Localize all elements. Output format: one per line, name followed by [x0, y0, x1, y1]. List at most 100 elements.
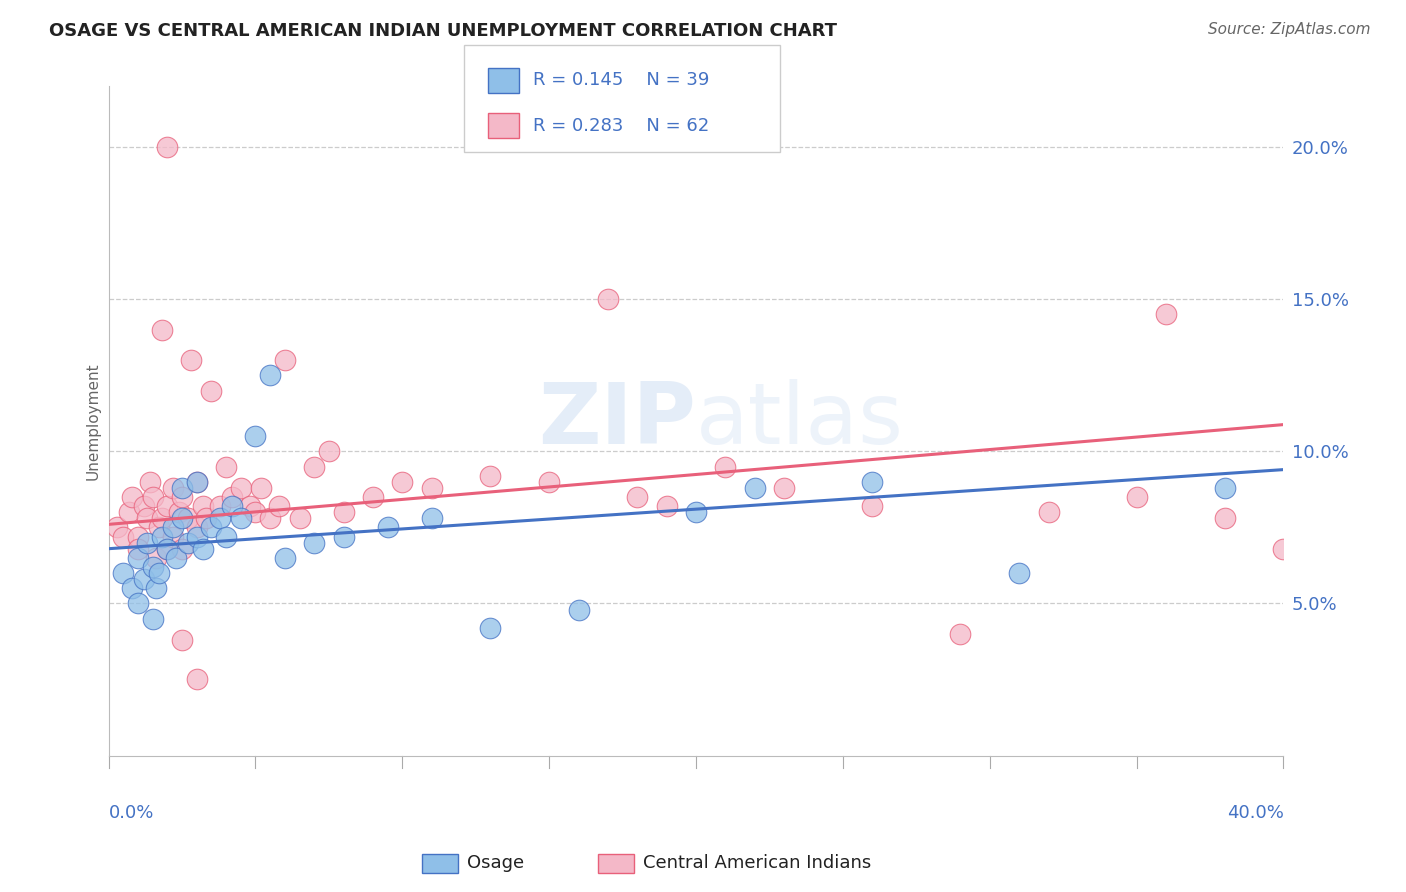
Point [259, 368, 281, 383]
Point [200, 520, 222, 534]
Point [744, 481, 766, 495]
Point [150, 511, 173, 525]
Y-axis label: Unemployment: Unemployment [86, 362, 100, 480]
Point [167, 505, 190, 519]
Point [773, 481, 796, 495]
Point [860, 475, 883, 489]
Point [162, 481, 184, 495]
Point [655, 499, 678, 513]
Point [177, 511, 200, 525]
Text: Central American Indians: Central American Indians [643, 855, 870, 872]
Point [318, 444, 340, 458]
Point [949, 627, 972, 641]
Point [288, 511, 311, 525]
Point [302, 459, 325, 474]
Point [626, 490, 648, 504]
Point [391, 475, 413, 489]
Point [332, 529, 354, 543]
Point [170, 541, 193, 556]
Point [170, 511, 193, 525]
Point [229, 511, 252, 525]
Point [156, 541, 179, 556]
Text: atlas: atlas [696, 379, 904, 462]
Point [156, 140, 179, 154]
Point [156, 541, 179, 556]
Point [132, 572, 155, 586]
Point [177, 535, 200, 549]
Point [191, 499, 214, 513]
Point [1213, 511, 1236, 525]
Point [186, 673, 208, 687]
Point [142, 612, 165, 626]
Text: R = 0.283    N = 62: R = 0.283 N = 62 [533, 117, 709, 135]
Point [112, 566, 135, 580]
Point [1154, 308, 1177, 322]
Point [135, 511, 157, 525]
Point [142, 490, 165, 504]
Point [568, 602, 591, 616]
Point [221, 490, 243, 504]
Point [112, 529, 135, 543]
Point [245, 505, 267, 519]
Point [229, 481, 252, 495]
Point [135, 535, 157, 549]
Text: Source: ZipAtlas.com: Source: ZipAtlas.com [1208, 22, 1371, 37]
Point [191, 541, 214, 556]
Point [215, 459, 238, 474]
Point [162, 529, 184, 543]
Point [209, 511, 232, 525]
Point [479, 621, 502, 635]
Point [180, 353, 202, 368]
Point [170, 490, 193, 504]
Point [107, 520, 129, 534]
Point [162, 520, 184, 534]
Point [259, 511, 281, 525]
Point [165, 550, 187, 565]
Point [1038, 505, 1060, 519]
Point [596, 293, 619, 307]
Point [194, 511, 217, 525]
Point [148, 566, 170, 580]
Point [121, 581, 143, 595]
Point [200, 384, 222, 398]
Point [139, 475, 162, 489]
Point [127, 597, 149, 611]
Point [239, 499, 262, 513]
Point [274, 550, 297, 565]
Point [170, 481, 193, 495]
Point [156, 499, 179, 513]
Text: 40.0%: 40.0% [1226, 805, 1284, 822]
Point [221, 499, 243, 513]
Point [127, 541, 149, 556]
Point [250, 481, 273, 495]
Point [302, 535, 325, 549]
Point [121, 490, 143, 504]
Point [186, 529, 208, 543]
Point [332, 505, 354, 519]
Point [186, 475, 208, 489]
Point [118, 505, 141, 519]
Point [274, 353, 297, 368]
Point [860, 499, 883, 513]
Point [142, 560, 165, 574]
Point [1272, 541, 1295, 556]
Point [377, 520, 399, 534]
Point [245, 429, 267, 443]
Point [148, 520, 170, 534]
Text: 0.0%: 0.0% [108, 805, 155, 822]
Point [538, 475, 561, 489]
Text: R = 0.145    N = 39: R = 0.145 N = 39 [533, 71, 709, 89]
Point [145, 581, 167, 595]
Point [479, 468, 502, 483]
Point [1213, 481, 1236, 495]
Point [186, 475, 208, 489]
Point [1125, 490, 1147, 504]
Point [127, 529, 149, 543]
Point [420, 511, 443, 525]
Point [420, 481, 443, 495]
Point [132, 499, 155, 513]
Point [127, 550, 149, 565]
Point [170, 632, 193, 647]
Point [215, 529, 238, 543]
Point [150, 529, 173, 543]
